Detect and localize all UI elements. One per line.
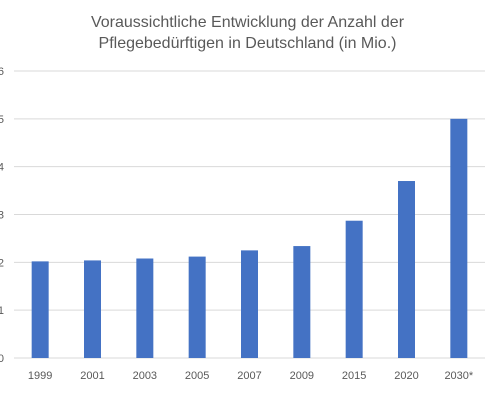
y-tick-label: 2 <box>0 257 4 269</box>
bar-2015 <box>345 220 363 358</box>
x-axis-ticks: 1999 2001 2003 2005 2007 2009 2015 2020 2030* <box>28 370 474 382</box>
x-tick-label: 2007 <box>237 370 261 382</box>
x-tick-label: 2020 <box>394 370 418 382</box>
bar-2020 <box>398 181 415 358</box>
x-tick-label: 2009 <box>290 370 314 382</box>
x-tick-label: 2005 <box>185 370 209 382</box>
y-axis-ticks: 0 1 2 3 4 5 6 <box>0 66 4 365</box>
bar-2009 <box>293 246 311 358</box>
bar-2030 <box>450 118 468 358</box>
y-tick-label: 4 <box>0 162 4 174</box>
bar-2003 <box>136 258 154 358</box>
y-tick-label: 3 <box>0 210 4 222</box>
x-tick-label: 2003 <box>133 370 157 382</box>
y-tick-label: 0 <box>0 353 4 365</box>
y-tick-label: 6 <box>0 66 4 78</box>
bar-2007 <box>241 250 258 358</box>
chart-title-line-2: Pflegebedürftigen in Deutschland (in Mio… <box>98 35 397 52</box>
x-tick-label: 2030* <box>444 370 473 382</box>
bar-2005 <box>188 256 206 358</box>
y-tick-label: 5 <box>0 114 4 126</box>
x-tick-label: 2001 <box>80 370 104 382</box>
bars <box>31 118 468 358</box>
y-tick-label: 1 <box>0 305 4 317</box>
x-tick-label: 2015 <box>342 370 366 382</box>
bar-1999 <box>31 261 49 358</box>
bar-2001 <box>84 260 101 358</box>
x-tick-label: 1999 <box>28 370 52 382</box>
chart-title-line-1: Voraussichtliche Entwicklung der Anzahl … <box>90 14 405 31</box>
chart-title: Voraussichtliche Entwicklung der Anzahl … <box>0 12 495 54</box>
